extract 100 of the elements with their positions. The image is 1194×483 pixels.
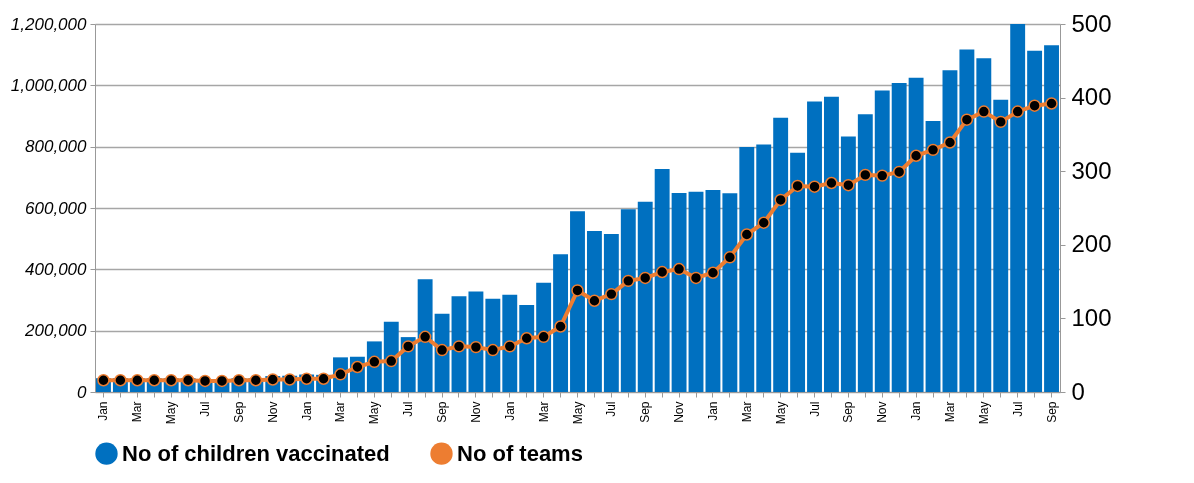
bar: [1027, 50, 1043, 392]
point: [571, 284, 584, 297]
x-tick-label: Nov: [672, 401, 687, 423]
point: [994, 115, 1007, 129]
x-tick-label: Mar: [942, 401, 957, 423]
x-tick-label: Jan: [299, 401, 314, 421]
point: [808, 180, 821, 193]
x-tick-label: Jan: [502, 401, 517, 421]
y-tick-label: 1,000,000: [10, 75, 88, 95]
point: [605, 287, 618, 301]
x-tick-label: Jul: [1010, 401, 1025, 417]
bar: [857, 114, 873, 392]
point: [469, 340, 483, 354]
bar: [993, 99, 1009, 392]
y2-tick-label: 200: [1071, 230, 1112, 258]
bar: [824, 96, 839, 392]
x-tick-label: Jul: [807, 401, 822, 417]
x-tick-label: Jul: [401, 401, 416, 417]
point: [520, 332, 533, 345]
point: [452, 340, 466, 353]
y2-tick-label: 0: [1071, 377, 1085, 405]
point: [215, 374, 229, 388]
bar: [417, 279, 433, 392]
x-tick-label: Jul: [604, 401, 619, 417]
point: [1011, 105, 1024, 118]
bar: [773, 117, 789, 392]
point: [622, 274, 635, 288]
point: [892, 165, 906, 179]
bar: [485, 298, 501, 392]
y-tick-label: 1,200,000: [10, 14, 88, 34]
x-tick-label: Sep: [435, 401, 450, 423]
bar: [925, 120, 941, 392]
point: [672, 262, 686, 276]
bar: [671, 192, 687, 392]
point: [791, 179, 804, 193]
point: [706, 266, 720, 279]
bar: [891, 82, 907, 392]
point: [638, 271, 652, 285]
x-tick-label: Mar: [536, 401, 551, 423]
y-tick-label: 0: [77, 382, 88, 402]
point: [588, 294, 601, 307]
y2-tick-label: 100: [1071, 303, 1112, 331]
point: [876, 169, 889, 182]
point: [859, 168, 872, 182]
legend-label: No of children vaccinated: [122, 440, 390, 466]
bar: [807, 101, 822, 392]
bar: [468, 291, 484, 392]
x-tick-label: May: [164, 401, 179, 425]
point: [435, 343, 449, 357]
point: [757, 216, 770, 229]
y-tick-label: 600,000: [25, 198, 88, 218]
x-tick-label: Sep: [638, 401, 653, 423]
x-tick-label: May: [570, 401, 585, 425]
bar: [637, 201, 653, 392]
bar: [959, 49, 975, 392]
y2-tick-label: 400: [1071, 83, 1112, 111]
point: [283, 373, 296, 386]
point: [977, 105, 991, 118]
bar: [654, 169, 670, 392]
point: [181, 374, 195, 387]
point: [164, 374, 178, 387]
point: [554, 320, 567, 333]
y2-tick-label: 300: [1071, 156, 1112, 184]
point: [1045, 97, 1058, 110]
legend-label: No of teams: [457, 440, 583, 466]
point: [385, 354, 398, 368]
point: [198, 374, 212, 388]
x-tick-label: Mar: [333, 401, 348, 423]
bar: [1044, 45, 1059, 392]
bar: [722, 193, 738, 392]
x-tick-label: Sep: [1044, 401, 1059, 423]
x-tick-label: Jan: [909, 401, 924, 421]
point: [486, 343, 500, 357]
bar: [942, 70, 958, 392]
point: [503, 340, 517, 353]
y-tick-label: 200,000: [24, 321, 88, 341]
x-tick-label: Nov: [468, 401, 483, 423]
point: [825, 176, 838, 190]
bar: [840, 136, 856, 392]
point: [909, 149, 923, 162]
bar: [705, 189, 721, 392]
point: [926, 143, 940, 157]
point: [774, 193, 787, 207]
bar: [570, 211, 585, 392]
x-tick-label: Jan: [705, 401, 720, 421]
bar: [790, 152, 806, 392]
point: [232, 374, 246, 387]
point: [960, 113, 974, 126]
x-tick-label: May: [976, 401, 991, 425]
point: [842, 178, 855, 192]
x-tick-label: Mar: [130, 401, 145, 423]
point: [266, 373, 279, 386]
point: [418, 330, 432, 344]
point: [148, 374, 161, 387]
y-tick-label: 400,000: [25, 259, 88, 279]
bar: [874, 90, 890, 392]
bar: [908, 77, 924, 392]
x-tick-label: Mar: [739, 401, 754, 423]
y-tick-label: 800,000: [25, 137, 88, 157]
point: [97, 374, 110, 387]
